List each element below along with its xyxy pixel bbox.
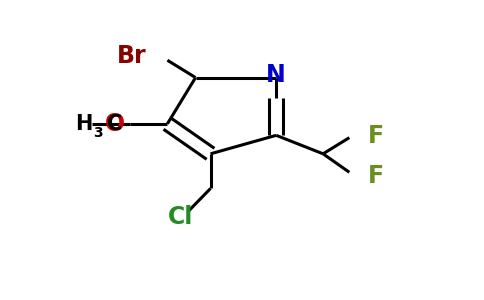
Text: Br: Br	[117, 44, 147, 68]
Text: N: N	[266, 63, 286, 87]
Text: Cl: Cl	[168, 205, 193, 229]
Text: 3: 3	[93, 126, 103, 140]
Text: C: C	[106, 114, 122, 134]
Text: F: F	[368, 164, 384, 188]
Text: O: O	[105, 112, 125, 136]
Text: H: H	[75, 114, 92, 134]
Text: F: F	[368, 124, 384, 148]
